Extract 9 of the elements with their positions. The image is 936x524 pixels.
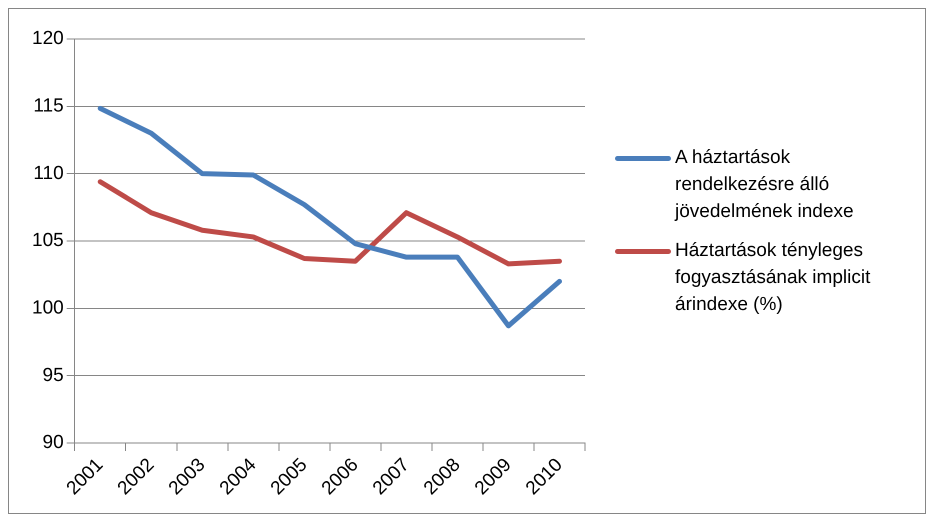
y-tick-label: 95 — [42, 364, 64, 386]
y-tick-label: 110 — [33, 162, 64, 184]
y-tick-label: 115 — [33, 96, 64, 117]
y-tick-label: 90 — [42, 432, 64, 454]
legend-label: A háztartások rendelkezésre álló jövedelmének indexe — [675, 146, 855, 224]
legend-label: Háztartások tényleges fogyasztásának implicit árindexe (%) — [675, 239, 872, 317]
y-tick-label: 100 — [32, 298, 64, 319]
y-tick-label: 105 — [32, 230, 64, 252]
y-tick-label: 120 — [32, 28, 64, 50]
